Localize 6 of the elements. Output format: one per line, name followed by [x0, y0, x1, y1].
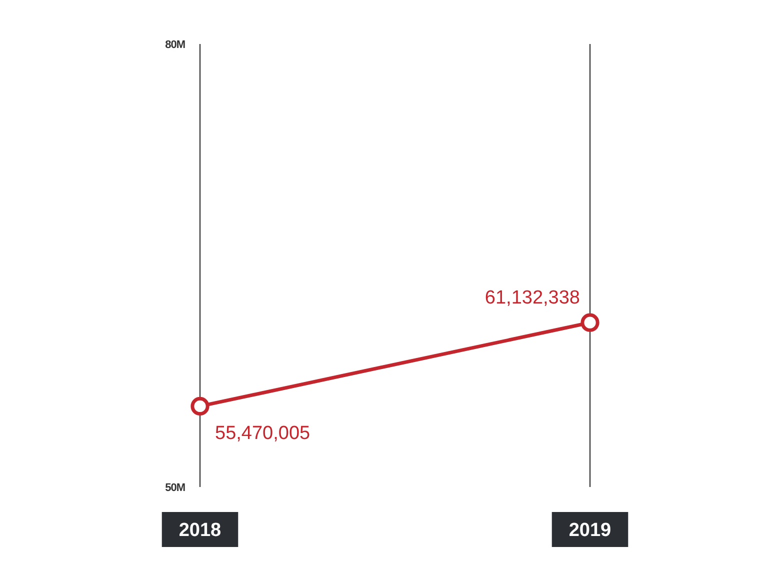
x-tick-label: 2019 [568, 520, 612, 541]
data-label: 61,132,338 [484, 288, 580, 309]
y-tick-label: 80M [165, 39, 186, 51]
y-tick-label: 50M [165, 482, 186, 494]
data-label: 55,470,005 [215, 423, 310, 444]
x-tick-label: 2018 [178, 520, 222, 541]
